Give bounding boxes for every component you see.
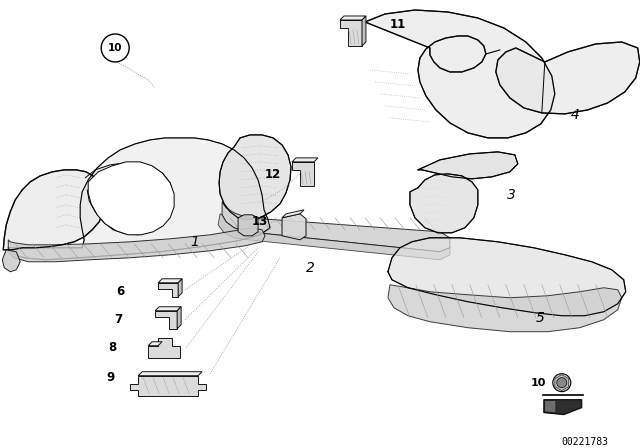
Polygon shape: [8, 138, 270, 260]
Polygon shape: [555, 375, 569, 391]
Polygon shape: [238, 215, 258, 236]
Text: 9: 9: [106, 371, 115, 384]
Polygon shape: [496, 42, 640, 114]
Polygon shape: [282, 214, 306, 240]
Circle shape: [553, 374, 571, 392]
Text: 10: 10: [531, 378, 546, 388]
Text: 13: 13: [252, 215, 268, 228]
Text: 2: 2: [305, 261, 314, 275]
Text: 6: 6: [116, 285, 124, 298]
Polygon shape: [218, 214, 450, 260]
Circle shape: [101, 34, 129, 62]
Polygon shape: [177, 307, 181, 329]
Polygon shape: [340, 16, 366, 20]
Circle shape: [557, 378, 567, 388]
Polygon shape: [158, 283, 178, 297]
Text: 8: 8: [108, 341, 116, 354]
Text: 11: 11: [390, 18, 406, 31]
Polygon shape: [158, 279, 182, 283]
Polygon shape: [282, 210, 304, 218]
Polygon shape: [418, 152, 518, 179]
Polygon shape: [138, 372, 202, 376]
Text: 10: 10: [108, 43, 122, 53]
Polygon shape: [544, 400, 582, 415]
Polygon shape: [365, 10, 555, 138]
Polygon shape: [130, 376, 206, 396]
Polygon shape: [3, 250, 20, 272]
Text: 12: 12: [265, 168, 281, 181]
Polygon shape: [148, 342, 162, 346]
Polygon shape: [148, 338, 180, 358]
Polygon shape: [219, 135, 291, 220]
Polygon shape: [388, 285, 621, 332]
Polygon shape: [292, 162, 314, 186]
Text: 4: 4: [570, 108, 579, 122]
Polygon shape: [545, 401, 556, 413]
Polygon shape: [362, 16, 366, 46]
Polygon shape: [155, 307, 181, 311]
Text: 1: 1: [191, 235, 200, 249]
Text: 7: 7: [114, 313, 122, 326]
Polygon shape: [88, 162, 174, 235]
Polygon shape: [388, 238, 626, 316]
Polygon shape: [340, 20, 362, 46]
Polygon shape: [292, 158, 318, 162]
Polygon shape: [178, 279, 182, 297]
Text: 5: 5: [536, 311, 544, 325]
Polygon shape: [8, 228, 265, 262]
Text: 3: 3: [508, 188, 516, 202]
Polygon shape: [410, 174, 478, 233]
Polygon shape: [3, 170, 105, 250]
Polygon shape: [222, 202, 450, 252]
Polygon shape: [155, 311, 177, 329]
Text: 00221783: 00221783: [561, 437, 608, 447]
